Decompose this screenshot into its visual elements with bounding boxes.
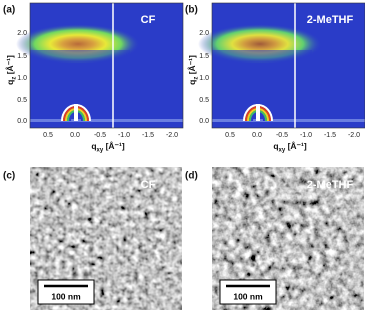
axis-unit: [Å⁻¹]: [103, 141, 125, 151]
axis-subscript: xy: [97, 147, 104, 153]
giwaxs-image: [30, 3, 183, 128]
scale-label: 100 nm: [51, 291, 81, 301]
panel-label: (d): [185, 171, 198, 182]
y-axis-label: qz [Å⁻¹]: [187, 55, 199, 85]
x-axis-label: qxy [Å⁻¹]: [273, 141, 307, 153]
panel-label: (b): [185, 5, 198, 16]
x-tick-label: -2.0: [166, 132, 178, 139]
axis-symbol: q: [91, 141, 96, 151]
y-tick-label: 0.0: [17, 118, 27, 125]
y-tick-label: 0.0: [199, 118, 209, 125]
beamstop: [74, 104, 78, 121]
sample-label: CF: [141, 14, 156, 26]
y-tick-label: 2.0: [17, 30, 27, 37]
axis-subscript: z: [193, 77, 199, 80]
y-tick-label: 1.0: [17, 75, 27, 82]
arc-mask: [212, 50, 312, 62]
sample-label: 2-MeTHF: [307, 179, 354, 191]
axis-symbol: q: [5, 80, 15, 85]
x-tick-label: -0.5: [94, 132, 106, 139]
y-tick-label: 1.5: [17, 53, 27, 60]
x-tick-label: -1.0: [300, 132, 312, 139]
y-tick-label: 1.5: [199, 53, 209, 60]
axis-unit: [Å⁻¹]: [5, 55, 15, 77]
beamstop: [256, 104, 260, 121]
y-tick-label: 2.0: [199, 30, 209, 37]
x-tick-label: -1.5: [324, 132, 336, 139]
panel-label: (a): [3, 5, 15, 16]
x-tick-label: 0.0: [70, 132, 80, 139]
x-tick-label: -1.0: [118, 132, 130, 139]
arc-mask: [30, 50, 130, 62]
axis-unit: [Å⁻¹]: [285, 141, 307, 151]
horizon: [30, 119, 183, 122]
axis-subscript: xy: [279, 147, 286, 153]
scale-box: [219, 279, 277, 305]
axis-symbol: q: [187, 80, 197, 85]
x-tick-label: -2.0: [348, 132, 360, 139]
axis-symbol: q: [273, 141, 278, 151]
x-tick-label: -1.5: [142, 132, 154, 139]
scale-label: 100 nm: [233, 291, 263, 301]
y-tick-label: 0.5: [199, 97, 209, 104]
x-tick-label: 0.5: [225, 132, 235, 139]
sample-label: 2-MeTHF: [307, 14, 354, 26]
axis-subscript: z: [11, 77, 17, 80]
y-tick-label: 1.0: [199, 75, 209, 82]
horizon: [212, 119, 365, 122]
frame: [211, 2, 365, 129]
x-axis-label: qxy [Å⁻¹]: [91, 141, 125, 153]
x-tick-label: 0.5: [43, 132, 53, 139]
panel-label: (c): [3, 171, 15, 182]
y-axis-label: qz [Å⁻¹]: [5, 55, 17, 85]
sample-label: CF: [141, 179, 156, 191]
x-tick-label: 0.0: [252, 132, 262, 139]
axis-unit: [Å⁻¹]: [187, 55, 197, 77]
giwaxs-image: [212, 3, 365, 128]
y-tick-label: 0.5: [17, 97, 27, 104]
x-tick-label: -0.5: [276, 132, 288, 139]
scale-box: [37, 279, 95, 305]
frame: [29, 2, 184, 129]
